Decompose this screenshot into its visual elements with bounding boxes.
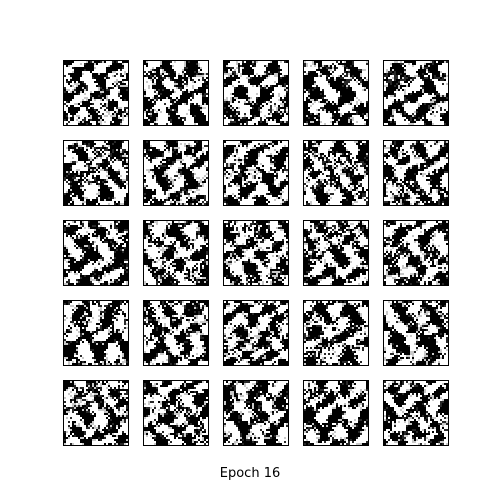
sample-image-r2-c4 [303, 140, 369, 206]
sample-image-r3-c1 [63, 220, 129, 286]
sample-image-frame [63, 60, 129, 126]
sample-image-frame [223, 220, 289, 286]
sample-image-frame [143, 60, 209, 126]
sample-image-frame [303, 140, 369, 206]
sample-image-r1-c5 [383, 60, 449, 126]
sample-image-r4-c4 [303, 300, 369, 366]
sample-image-frame [383, 220, 449, 286]
sample-image-frame [303, 380, 369, 446]
sample-image-r1-c3 [223, 60, 289, 126]
sample-image-frame [143, 300, 209, 366]
sample-image-frame [223, 140, 289, 206]
sample-image-r1-c2 [143, 60, 209, 126]
sample-image-frame [303, 220, 369, 286]
sample-image-frame [383, 300, 449, 366]
sample-image-r5-c5 [383, 380, 449, 446]
sample-image-frame [223, 300, 289, 366]
sample-image-r5-c4 [303, 380, 369, 446]
sample-image-r5-c2 [143, 380, 209, 446]
sample-image-frame [63, 380, 129, 446]
sample-image-frame [63, 140, 129, 206]
sample-image-r4-c3 [223, 300, 289, 366]
sample-image-r2-c3 [223, 140, 289, 206]
sample-image-frame [383, 380, 449, 446]
sample-image-r4-c2 [143, 300, 209, 366]
sample-image-frame [223, 380, 289, 446]
sample-image-r4-c1 [63, 300, 129, 366]
sample-image-frame [223, 60, 289, 126]
sample-image-frame [143, 140, 209, 206]
sample-image-r2-c1 [63, 140, 129, 206]
sample-image-frame [143, 380, 209, 446]
sample-image-r3-c5 [383, 220, 449, 286]
sample-image-r5-c3 [223, 380, 289, 446]
sample-image-r4-c5 [383, 300, 449, 366]
sample-image-frame [383, 60, 449, 126]
sample-image-frame [63, 220, 129, 286]
sample-image-r3-c3 [223, 220, 289, 286]
sample-image-r5-c1 [63, 380, 129, 446]
figure-caption: Epoch 16 [0, 466, 500, 481]
sample-image-r3-c2 [143, 220, 209, 286]
sample-image-frame [383, 140, 449, 206]
sample-image-r1-c4 [303, 60, 369, 126]
sample-image-frame [143, 220, 209, 286]
sample-image-r3-c4 [303, 220, 369, 286]
sample-image-r2-c5 [383, 140, 449, 206]
sample-image-frame [63, 300, 129, 366]
sample-image-r1-c1 [63, 60, 129, 126]
sample-image-frame [303, 60, 369, 126]
sample-image-r2-c2 [143, 140, 209, 206]
sample-image-frame [303, 300, 369, 366]
